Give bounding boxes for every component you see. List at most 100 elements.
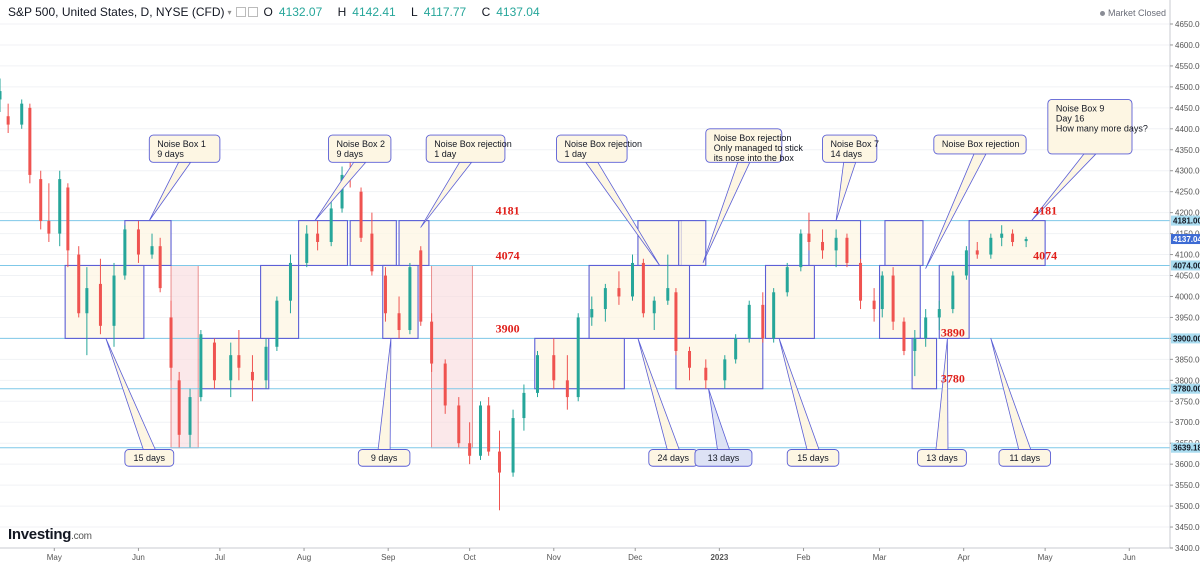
candle-body bbox=[674, 292, 678, 351]
candle-body bbox=[158, 246, 162, 289]
candle-body bbox=[891, 275, 895, 322]
x-tick-label: Aug bbox=[297, 553, 311, 562]
candle-body bbox=[1011, 233, 1015, 242]
y-tick-label: 4000.00 bbox=[1175, 292, 1200, 301]
candle-body bbox=[522, 392, 526, 419]
candle-body bbox=[723, 359, 727, 381]
noise-box bbox=[200, 337, 270, 390]
x-tick-label: 2023 bbox=[710, 553, 728, 562]
candle-body bbox=[408, 267, 412, 331]
noise-box bbox=[968, 220, 1046, 267]
days-label: 9 days bbox=[371, 453, 398, 463]
y-tick-label: 4300.00 bbox=[1175, 167, 1200, 176]
candle-body bbox=[305, 233, 309, 263]
days-label: 13 days bbox=[708, 453, 740, 463]
candle-body bbox=[799, 233, 803, 268]
noise-box bbox=[64, 264, 145, 339]
x-tick-label: May bbox=[1038, 553, 1053, 562]
noise-box bbox=[382, 264, 419, 339]
y-tick-label: 3600.00 bbox=[1175, 460, 1200, 469]
x-tick-label: Nov bbox=[547, 553, 561, 562]
callout-text: Noise Box rejection 1 day bbox=[434, 139, 512, 159]
ohlc-readout: O 4132.07 H 4142.41 L 4117.77 C 4137.04 bbox=[263, 5, 540, 19]
callout-box bbox=[148, 134, 221, 163]
y-tick-label: 4350.00 bbox=[1175, 146, 1200, 155]
candle-body bbox=[872, 300, 876, 310]
callout-text: Noise Box rejection 1 day bbox=[564, 139, 642, 159]
callout-pointer bbox=[637, 338, 680, 450]
candle-body bbox=[511, 418, 515, 473]
candle-body bbox=[641, 262, 645, 314]
callout-pointer bbox=[708, 388, 730, 450]
y-tick-label: 3800.00 bbox=[1175, 376, 1200, 385]
y-tick-label: 4500.00 bbox=[1175, 83, 1200, 92]
candle-body bbox=[39, 179, 43, 222]
candle-body bbox=[0, 91, 2, 100]
candle-body bbox=[264, 346, 268, 381]
market-status: Market Closed bbox=[1099, 8, 1166, 18]
noise-box bbox=[260, 264, 300, 339]
callout-pointer bbox=[585, 161, 661, 266]
candle-body bbox=[964, 250, 968, 276]
candle-body bbox=[288, 262, 292, 301]
level-label: 4074 bbox=[1033, 248, 1057, 262]
level-label: 4074 bbox=[496, 248, 520, 262]
candle-body bbox=[617, 288, 621, 297]
candle-body bbox=[772, 292, 776, 339]
candle-body bbox=[316, 233, 320, 242]
chart-header: S&P 500, United States, D, NYSE (CFD) ▾ … bbox=[0, 0, 552, 24]
candle-body bbox=[136, 229, 140, 255]
time-axis[interactable]: May Jun Jul Aug Sep Oct Nov Dec 2023 Feb Mar Apr May… bbox=[0, 547, 1170, 562]
level-tag bbox=[1171, 333, 1200, 344]
y-tick-label: 3500.00 bbox=[1175, 502, 1200, 511]
x-tick-label: Feb bbox=[797, 553, 811, 562]
compare-icon[interactable] bbox=[235, 7, 246, 17]
candle-body bbox=[631, 262, 635, 297]
candle-body bbox=[419, 250, 423, 322]
candle-body bbox=[457, 405, 461, 444]
candle-body bbox=[834, 237, 838, 251]
candle-body bbox=[397, 313, 401, 331]
candle-body bbox=[552, 355, 556, 381]
candle-body bbox=[497, 451, 501, 473]
symbol-title[interactable]: S&P 500, United States, D, NYSE (CFD) bbox=[8, 5, 225, 19]
candle-body bbox=[807, 233, 811, 242]
candle-body bbox=[913, 338, 917, 351]
days-label: 15 days bbox=[134, 453, 166, 463]
callout-box bbox=[556, 134, 628, 163]
price-axis[interactable]: 3400.003450.003500.003550.003600.003650.… bbox=[1169, 0, 1200, 564]
level-tag-label: 4074.00 bbox=[1173, 261, 1200, 270]
y-tick-label: 4400.00 bbox=[1175, 125, 1200, 134]
candle-body bbox=[212, 342, 216, 381]
candle-body bbox=[880, 275, 884, 310]
candle-body bbox=[747, 304, 751, 339]
chevron-down-icon[interactable]: ▾ bbox=[227, 7, 232, 17]
candle-body bbox=[430, 321, 434, 364]
candle-body bbox=[188, 397, 192, 435]
x-tick-label: Jun bbox=[1123, 553, 1136, 562]
y-tick-label: 3750.00 bbox=[1175, 397, 1200, 406]
candle-body bbox=[177, 380, 181, 435]
level-labels: 4181 4074 3900 4181 4074 3890 3780 bbox=[496, 204, 1057, 386]
level-tag-label: 3900.00 bbox=[1173, 334, 1200, 343]
callout-text: Noise Box rejection bbox=[942, 139, 1020, 149]
candle-body bbox=[66, 187, 70, 251]
y-tick-label: 4600.00 bbox=[1175, 41, 1200, 50]
days-label: 15 days bbox=[797, 453, 829, 463]
y-tick-label: 4550.00 bbox=[1175, 62, 1200, 71]
indicator-icon[interactable] bbox=[247, 7, 258, 17]
callout-pointer bbox=[935, 338, 949, 450]
y-tick-label: 3450.00 bbox=[1175, 523, 1200, 532]
x-tick-label: Apr bbox=[957, 553, 970, 562]
noise-box bbox=[678, 220, 707, 267]
red-zone bbox=[431, 265, 473, 449]
x-tick-label: Jul bbox=[215, 553, 225, 562]
callout-pointer bbox=[105, 338, 156, 450]
candle-body bbox=[112, 275, 116, 326]
candle-body bbox=[859, 262, 863, 301]
level-tag bbox=[1171, 442, 1200, 453]
level-label: 3900 bbox=[496, 321, 520, 335]
candle-body bbox=[77, 254, 81, 314]
